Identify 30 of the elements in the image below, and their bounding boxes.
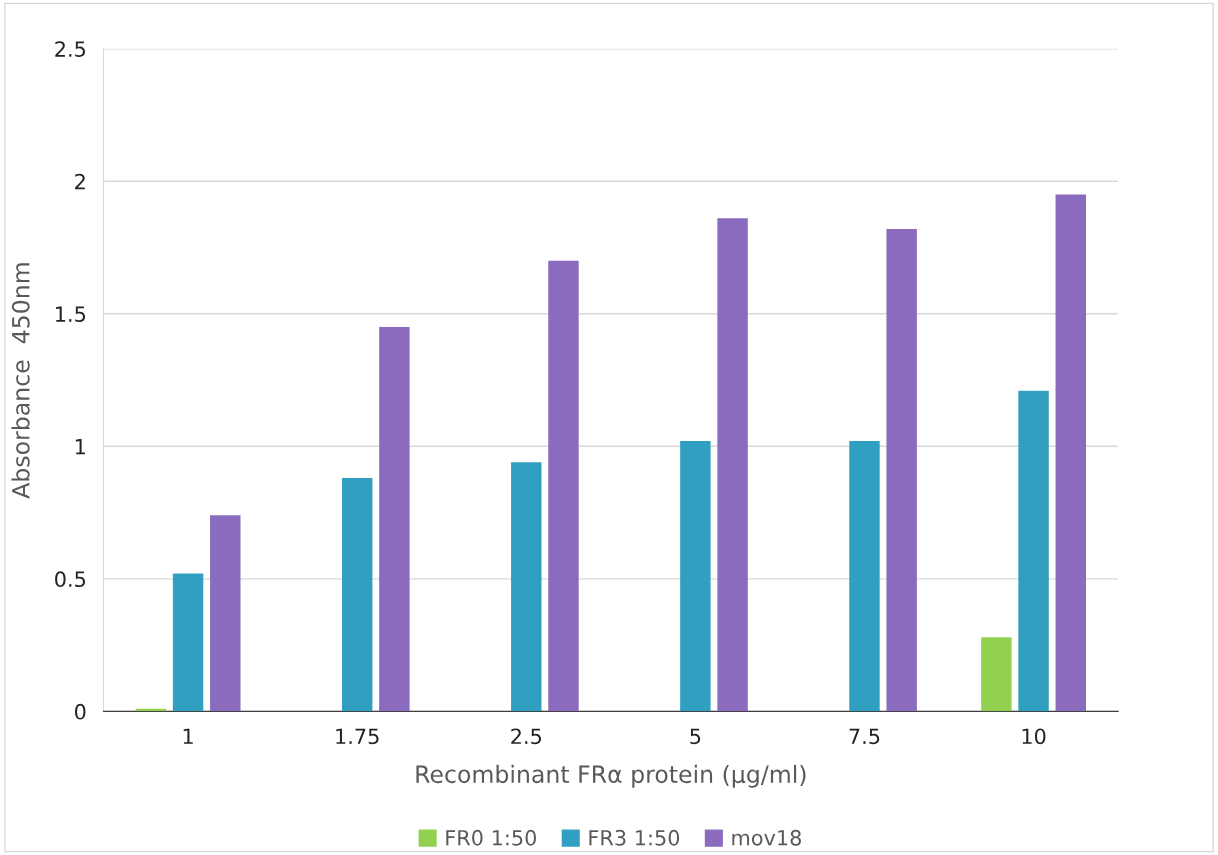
bar — [379, 327, 410, 712]
bar — [172, 573, 204, 712]
bar — [341, 478, 373, 712]
y-tick-label: 1 — [75, 439, 85, 455]
x-tick-label: 1 — [183, 728, 193, 744]
x-tick-label: 1.75 — [336, 728, 379, 745]
bar — [1055, 194, 1086, 712]
bar — [680, 441, 711, 712]
legend-label: FR0 1:50 — [446, 829, 536, 846]
y-tick-label: 1.5 — [56, 306, 86, 322]
y-axis-title: Absorbance 450nm — [11, 263, 30, 499]
x-tick-label: 7.5 — [849, 728, 880, 745]
bar — [849, 441, 880, 712]
bar — [981, 637, 1012, 712]
y-tick-label: 0 — [74, 703, 86, 720]
bar — [717, 218, 748, 712]
bar — [511, 462, 542, 712]
bar — [548, 260, 579, 712]
bar — [1018, 390, 1049, 712]
y-tick-label: 2 — [75, 173, 85, 190]
bar — [886, 228, 917, 712]
x-axis-title: Recombinant FRα protein (μg/ml) — [416, 764, 806, 788]
bar — [210, 515, 241, 712]
legend-label: FR3 1:50 — [589, 829, 680, 846]
legend-label: mov18 — [732, 829, 801, 846]
x-tick-label: 5 — [690, 728, 701, 745]
x-tick-label: 10 — [1022, 728, 1046, 745]
y-tick-label: 2.5 — [55, 41, 86, 57]
x-tick-label: 2.5 — [511, 728, 542, 745]
y-tick-label: 0.5 — [55, 571, 86, 588]
